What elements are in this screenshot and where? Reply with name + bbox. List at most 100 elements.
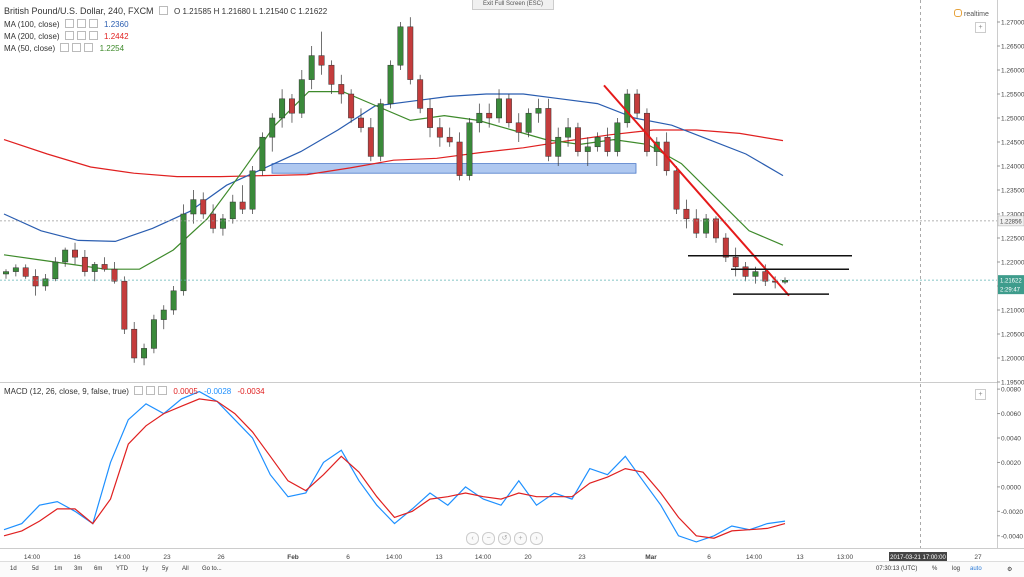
- price-tick-label: 1.23000: [1001, 212, 1024, 219]
- candle-body: [486, 112, 493, 119]
- ma200-legend: MA (200, close) 1.2442: [4, 31, 129, 42]
- candle-body: [121, 280, 128, 330]
- candle-body: [446, 136, 453, 143]
- candle-body: [515, 122, 522, 133]
- range-1d[interactable]: 1d: [10, 566, 17, 572]
- macd-settings-icon[interactable]: [146, 386, 156, 395]
- bottom-toolbar: 1d 5d 1m 3m 6m YTD 1y 5y All Go to... 07…: [0, 561, 1024, 577]
- price-tick-label: 1.20500: [1001, 332, 1024, 339]
- macd-tick-label: -0.0040: [1001, 533, 1023, 540]
- candle-body: [259, 136, 266, 172]
- symbol-legend: British Pound/U.S. Dollar, 240, FXCM O 1…: [4, 6, 327, 17]
- candle-body: [328, 64, 335, 85]
- last-price-marker-box: [998, 275, 1024, 295]
- candle-body: [496, 98, 502, 119]
- price-tick-label: 1.26000: [1001, 68, 1024, 75]
- candle-body: [525, 112, 532, 133]
- candle-body: [298, 79, 305, 114]
- time-axis-label: 20: [524, 554, 532, 561]
- candle-body: [131, 328, 138, 359]
- gear-icon[interactable]: ⚙: [1007, 567, 1013, 573]
- countdown-label: 2:29:47: [1000, 288, 1021, 294]
- candle-body: [683, 208, 690, 220]
- candle-body: [732, 256, 739, 268]
- candle-body: [594, 136, 601, 148]
- time-axis-label: 26: [217, 554, 225, 561]
- macd-label[interactable]: MACD (12, 26, close, 9, false, true): [4, 387, 129, 396]
- log-toggle[interactable]: log: [952, 566, 961, 572]
- candle-body: [111, 268, 118, 282]
- ma200-line: [3, 129, 784, 178]
- ma200-settings-icon[interactable]: [76, 31, 86, 40]
- symbol-title[interactable]: British Pound/U.S. Dollar, 240, FXCM: [4, 6, 154, 16]
- macd-legend: MACD (12, 26, close, 9, false, true) 0.0…: [4, 386, 265, 397]
- range-5y[interactable]: 5y: [162, 566, 169, 572]
- macd-eye-icon[interactable]: [134, 386, 144, 395]
- ma50-label[interactable]: MA (50, close): [4, 44, 56, 53]
- time-axis-label: 13: [435, 554, 443, 561]
- candle-body: [269, 117, 276, 138]
- macd-tick-label: 0.0080: [1001, 387, 1021, 394]
- ma50-eye-icon[interactable]: [60, 43, 70, 52]
- percent-toggle[interactable]: %: [932, 566, 938, 572]
- scroll-right-icon[interactable]: ›: [530, 532, 543, 545]
- zoom-out-icon[interactable]: −: [482, 532, 495, 545]
- scroll-left-icon[interactable]: ‹: [466, 532, 479, 545]
- macd-signal-line: [3, 398, 786, 539]
- candle-body: [52, 261, 59, 280]
- ma50-settings-icon[interactable]: [72, 43, 82, 52]
- ma100-label[interactable]: MA (100, close): [4, 20, 60, 29]
- candle-body: [427, 108, 433, 128]
- utc-clock[interactable]: 07:30:13 (UTC): [876, 566, 918, 572]
- candle-body: [377, 103, 384, 157]
- price-tick-label: 1.24500: [1001, 140, 1024, 147]
- time-cursor-label: 2017-03-21 17:00:00: [890, 555, 946, 561]
- ma100-close-icon[interactable]: [88, 19, 98, 28]
- candle-body: [358, 117, 364, 128]
- candle-body: [693, 218, 700, 234]
- candle-body: [239, 201, 246, 210]
- exit-fullscreen-button[interactable]: Exit Full Screen (ESC): [472, 0, 554, 10]
- ma200-close-icon[interactable]: [88, 31, 98, 40]
- range-6m[interactable]: 6m: [94, 566, 103, 572]
- auto-toggle[interactable]: auto: [970, 566, 982, 572]
- candle-body: [387, 64, 394, 104]
- ma50-value: 1.2254: [99, 44, 125, 53]
- time-axis-label: Feb: [287, 554, 299, 561]
- ma50-close-icon[interactable]: [84, 43, 94, 52]
- ma200-eye-icon[interactable]: [64, 31, 74, 40]
- macd-close-icon[interactable]: [158, 386, 168, 395]
- price-tick-label: 1.27000: [1001, 20, 1024, 27]
- goto-button[interactable]: Go to...: [202, 566, 222, 572]
- time-axis-label: 14:00: [24, 554, 41, 561]
- macd-value-3: -0.0034: [237, 387, 265, 396]
- candle-body: [62, 249, 69, 263]
- high-marker-label: 1.22856: [1000, 219, 1022, 225]
- price-tick-label: 1.24000: [1001, 164, 1024, 171]
- candle-body: [476, 112, 483, 124]
- range-1m[interactable]: 1m: [54, 566, 63, 572]
- candle-body: [141, 348, 148, 359]
- ma100-settings-icon[interactable]: [76, 19, 86, 28]
- ma100-eye-icon[interactable]: [64, 19, 74, 28]
- price-tick-label: 1.20000: [1001, 356, 1024, 363]
- candle-body: [456, 141, 463, 176]
- range-ytd[interactable]: YTD: [116, 566, 128, 572]
- ohlc-values: O 1.21585 H 1.21680 L 1.21540 C 1.21622: [174, 7, 328, 16]
- range-3m[interactable]: 3m: [74, 566, 83, 572]
- macd-scale-plus-icon[interactable]: +: [975, 389, 986, 400]
- zoom-in-icon[interactable]: +: [514, 532, 527, 545]
- candle-body: [229, 201, 236, 220]
- reset-icon[interactable]: ↺: [498, 532, 511, 545]
- candle-body: [703, 218, 710, 234]
- settings-icon[interactable]: [158, 6, 168, 15]
- price-scale-plus-icon[interactable]: +: [975, 22, 986, 33]
- candle-body: [505, 98, 512, 124]
- range-1y[interactable]: 1y: [142, 566, 149, 572]
- range-5d[interactable]: 5d: [32, 566, 39, 572]
- candle-body: [722, 237, 729, 258]
- range-all[interactable]: All: [182, 566, 189, 572]
- ma200-label[interactable]: MA (200, close): [4, 32, 60, 41]
- ma200-value: 1.2442: [104, 32, 129, 41]
